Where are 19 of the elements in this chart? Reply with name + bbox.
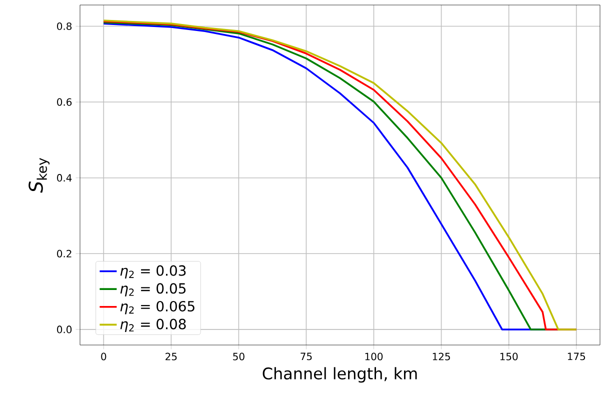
- x-axis-title: Channel length, km: [262, 367, 417, 383]
- x-tick-label: 50: [233, 352, 244, 360]
- legend-label: η$_{2}$ = 0.03: [120, 265, 186, 279]
- y-tick-label: 0.0: [57, 326, 72, 334]
- y-tick-label: 0.4: [57, 174, 72, 182]
- x-tick-label: 75: [300, 352, 312, 360]
- y-axis-title: S$_{key}$: [28, 158, 50, 193]
- x-tick-label: 100: [365, 352, 383, 360]
- x-tick-label: 25: [166, 352, 177, 360]
- x-tick-label: 0: [101, 352, 106, 360]
- y-tick-label: 0.8: [57, 22, 72, 30]
- legend-label: η$_{2}$ = 0.08: [120, 318, 186, 332]
- x-tick-label: 175: [568, 352, 586, 360]
- legend-label: η$_{2}$ = 0.05: [120, 283, 186, 296]
- y-tick-label: 0.6: [57, 98, 72, 106]
- legend-label: η$_{2}$ = 0.065: [120, 300, 194, 314]
- x-tick-label: 150: [500, 352, 518, 360]
- x-tick-label: 125: [432, 352, 450, 360]
- y-tick-label: 0.2: [57, 250, 72, 258]
